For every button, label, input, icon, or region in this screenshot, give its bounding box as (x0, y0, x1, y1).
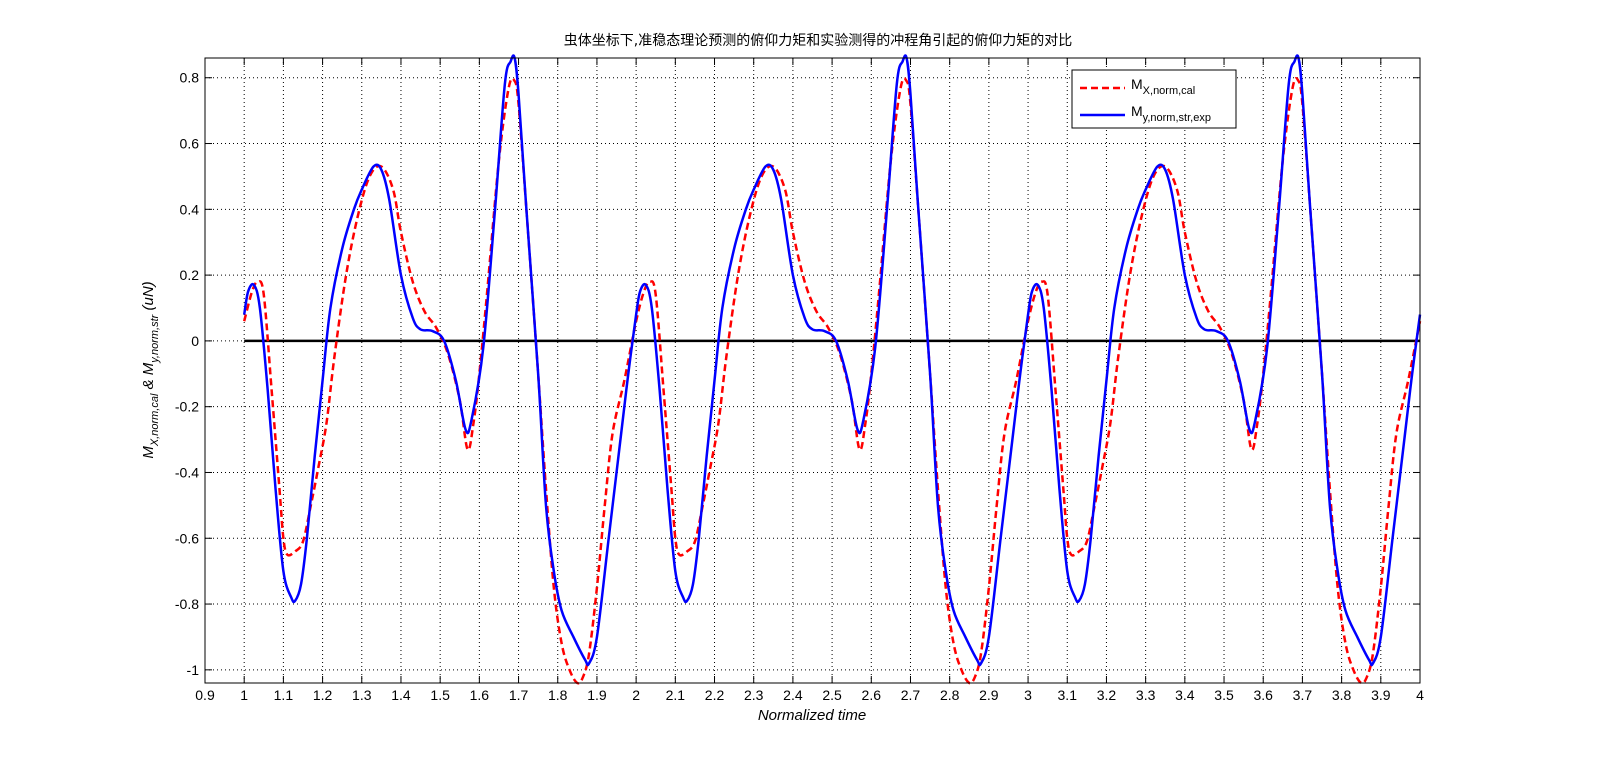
y-tick-label: 0.8 (180, 70, 200, 86)
x-tick-label: 2.7 (901, 687, 921, 703)
x-tick-label: 0.9 (195, 687, 215, 703)
x-axis-label: Normalized time (758, 707, 866, 724)
y-label-part-3: (uN) (140, 281, 157, 314)
legend-label-exp-main: M (1131, 103, 1143, 119)
x-tick-label: 3.5 (1214, 687, 1234, 703)
x-tick-label: 3.2 (1097, 687, 1117, 703)
x-tick-label: 2.9 (979, 687, 999, 703)
x-tick-label: 4 (1416, 687, 1424, 703)
y-tick-label: 0.2 (180, 267, 200, 283)
y-tick-label: 0 (191, 333, 199, 349)
series-group (242, 54, 1422, 685)
x-tick-label: 1.3 (352, 687, 372, 703)
x-tick-label: 2.6 (862, 687, 882, 703)
x-tick-label: 2 (632, 687, 640, 703)
x-tick-label: 2.5 (822, 687, 842, 703)
y-label-sub-2: y,norm,str (149, 313, 161, 363)
x-tick-label: 1 (240, 687, 248, 703)
legend: MX,norm,cal My,norm,str,exp (1071, 69, 1237, 129)
x-tick-label: 3.3 (1136, 687, 1156, 703)
x-tick-label: 3.6 (1253, 687, 1273, 703)
legend-label-exp: My,norm,str,exp (1131, 103, 1211, 124)
legend-label-exp-sub: y,norm,str,exp (1143, 112, 1211, 124)
x-tick-label: 1.4 (391, 687, 411, 703)
legend-box (1071, 69, 1237, 129)
x-tick-label: 3 (1024, 687, 1032, 703)
x-tick-label: 3.4 (1175, 687, 1195, 703)
x-tick-label: 3.1 (1058, 687, 1078, 703)
y-tick-label: -0.6 (175, 530, 199, 546)
x-tick-label: 2.2 (705, 687, 725, 703)
y-tick-label: -0.2 (175, 399, 199, 415)
legend-label-cal-sub: X,norm,cal (1143, 85, 1196, 97)
x-tick-label: 1.7 (509, 687, 529, 703)
x-tick-label: 2.1 (666, 687, 686, 703)
x-tick-label: 1.6 (470, 687, 490, 703)
y-axis-label: MX,norm,cal & My,norm,str (uN) (140, 281, 161, 458)
x-axis-ticks: 0.9 1 1.1 1.2 1.3 1.4 1.5 1.6 1.7 1.8 1.9 2 2.1 2.2 2.… (195, 58, 1424, 703)
legend-label-cal-main: M (1131, 76, 1143, 92)
x-tick-label: 2.3 (744, 687, 764, 703)
x-tick-label: 1.9 (587, 687, 607, 703)
x-tick-label: 1.5 (430, 687, 450, 703)
x-tick-label: 1.2 (313, 687, 333, 703)
x-tick-label: 3.8 (1332, 687, 1352, 703)
series-line-exp (242, 54, 1422, 667)
y-label-part-2: & M (140, 362, 157, 393)
y-tick-label: -0.4 (175, 464, 199, 480)
x-tick-label: 3.7 (1293, 687, 1313, 703)
y-tick-label: -0.8 (175, 596, 199, 612)
plot-area (205, 58, 1420, 683)
y-label-part-1: M (140, 446, 157, 459)
y-tick-label: 0.4 (180, 201, 200, 217)
y-tick-label: 0.6 (180, 136, 200, 152)
x-tick-label: 1.1 (274, 687, 294, 703)
y-label-sub-1: X,norm,cal (149, 393, 161, 447)
y-axis-ticks: -1 -0.8 -0.6 -0.4 -0.2 0 0.2 0.4 0.6 0.8 (175, 70, 1420, 678)
x-tick-label: 2.4 (783, 687, 803, 703)
chart-title: 虫体坐标下,准稳态理论预测的俯仰力矩和实验测得的冲程角引起的俯仰力矩的对比 (564, 32, 1072, 49)
x-tick-label: 2.8 (940, 687, 960, 703)
x-tick-label: 1.8 (548, 687, 568, 703)
legend-label-cal: MX,norm,cal (1131, 76, 1195, 97)
plot-frame (204, 57, 1421, 684)
y-tick-label: -1 (187, 662, 200, 678)
x-tick-label: 3.9 (1371, 687, 1391, 703)
